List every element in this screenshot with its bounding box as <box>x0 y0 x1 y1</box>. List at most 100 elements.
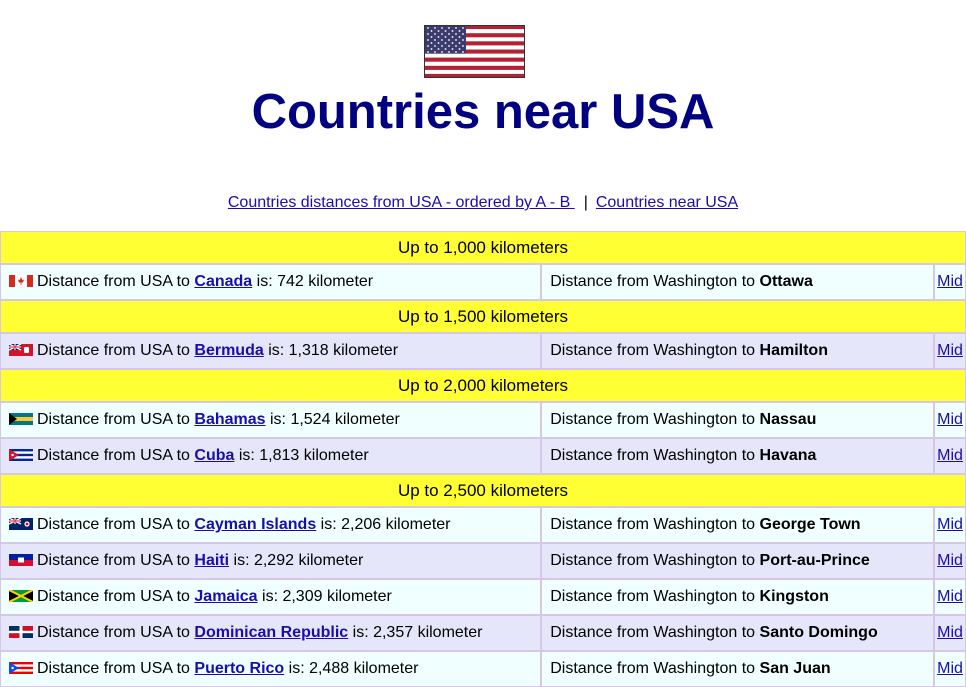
distance-prefix: Distance from USA to <box>37 447 195 464</box>
ordered-a-b-link[interactable]: Countries distances from USA - ordered b… <box>227 194 575 211</box>
page-title: Countries near USA <box>251 85 715 139</box>
mid-link[interactable]: Mid <box>937 660 963 677</box>
mid-link[interactable]: Mid <box>937 273 963 290</box>
mid-cell: Mid <box>934 264 966 300</box>
capital-name: George Town <box>759 516 861 533</box>
distance-cell: Distance from USA to Haiti is: 2,292 kil… <box>0 543 542 579</box>
table-row: Distance from USA to Bermuda is: 1,318 k… <box>0 333 966 369</box>
distance-cell: Distance from USA to Cayman Islands is: … <box>0 507 542 543</box>
distance-prefix: Distance from USA to <box>37 624 195 641</box>
mid-link[interactable]: Mid <box>937 552 963 569</box>
usa-flag-icon <box>424 25 525 78</box>
distance-cell: Distance from USA to Puerto Rico is: 2,4… <box>0 651 542 687</box>
cuba-flag-icon <box>9 449 33 461</box>
country-link[interactable]: Dominican Republic <box>194 624 349 641</box>
capital-cell: Distance from Washington to Kingston <box>541 579 935 615</box>
dominican-republic-flag-icon <box>9 626 33 638</box>
capital-cell: Distance from Washington to Port-au-Prin… <box>541 543 935 579</box>
capital-cell: Distance from Washington to Hamilton <box>541 333 935 369</box>
capital-name: Santo Domingo <box>759 624 878 641</box>
table-row: Distance from USA to Canada is: 742 kilo… <box>0 264 966 300</box>
group-header: Up to 1,500 kilometers <box>0 300 966 333</box>
group-header-row: Up to 2,500 kilometers <box>0 474 966 507</box>
distance-value: 2,292 kilometer <box>253 552 364 569</box>
capital-prefix: Distance from Washington to <box>550 273 760 290</box>
mid-link[interactable]: Mid <box>937 624 963 641</box>
capital-name: San Juan <box>759 660 831 677</box>
nav-links: Countries distances from USA - ordered b… <box>0 194 966 212</box>
is-label: is: <box>348 624 374 641</box>
distance-cell: Distance from USA to Canada is: 742 kilo… <box>0 264 542 300</box>
capital-prefix: Distance from Washington to <box>550 588 760 605</box>
table-row: Distance from USA to Dominican Republic … <box>0 615 966 651</box>
distance-value: 1,524 kilometer <box>290 411 400 428</box>
capital-cell: Distance from Washington to San Juan <box>541 651 935 687</box>
distance-cell: Distance from USA to Jamaica is: 2,309 k… <box>0 579 542 615</box>
mid-cell: Mid <box>934 543 966 579</box>
capital-prefix: Distance from Washington to <box>550 411 760 428</box>
distance-prefix: Distance from USA to <box>37 552 195 569</box>
mid-link[interactable]: Mid <box>937 447 963 464</box>
mid-link[interactable]: Mid <box>937 411 963 428</box>
mid-link[interactable]: Mid <box>937 588 963 605</box>
canada-flag-icon <box>9 275 33 287</box>
country-link[interactable]: Puerto Rico <box>194 660 285 677</box>
mid-link[interactable]: Mid <box>937 516 963 533</box>
capital-name: Hamilton <box>759 342 828 359</box>
capital-name: Port-au-Prince <box>759 552 870 569</box>
country-link[interactable]: Cayman Islands <box>194 516 317 533</box>
group-header-row: Up to 2,000 kilometers <box>0 369 966 402</box>
mid-link[interactable]: Mid <box>937 342 963 359</box>
capital-cell: Distance from Washington to Ottawa <box>541 264 935 300</box>
bermuda-flag-icon <box>9 344 33 356</box>
country-link[interactable]: Cuba <box>194 447 235 464</box>
is-label: is: <box>265 411 291 428</box>
table-row: Distance from USA to Jamaica is: 2,309 k… <box>0 579 966 615</box>
group-header: Up to 2,000 kilometers <box>0 369 966 402</box>
table-row: Distance from USA to Cuba is: 1,813 kilo… <box>0 438 966 474</box>
table-row: Distance from USA to Puerto Rico is: 2,4… <box>0 651 966 687</box>
distance-prefix: Distance from USA to <box>37 588 195 605</box>
group-header-row: Up to 1,500 kilometers <box>0 300 966 333</box>
distance-prefix: Distance from USA to <box>37 516 195 533</box>
capital-name: Nassau <box>759 411 817 428</box>
is-label: is: <box>263 342 289 359</box>
capital-cell: Distance from Washington to Nassau <box>541 402 935 438</box>
is-label: is: <box>284 660 310 677</box>
is-label: is: <box>257 588 283 605</box>
distance-cell: Distance from USA to Bahamas is: 1,524 k… <box>0 402 542 438</box>
distance-prefix: Distance from USA to <box>37 342 195 359</box>
capital-prefix: Distance from Washington to <box>550 660 760 677</box>
country-link[interactable]: Bermuda <box>194 342 264 359</box>
mid-cell: Mid <box>934 579 966 615</box>
countries-near-link[interactable]: Countries near USA <box>595 194 739 211</box>
distance-table: Up to 1,000 kilometers Distance from USA … <box>0 231 966 687</box>
cayman-islands-flag-icon <box>9 518 33 530</box>
haiti-flag-icon <box>9 554 33 566</box>
capital-prefix: Distance from Washington to <box>550 624 760 641</box>
is-label: is: <box>234 447 260 464</box>
distance-cell: Distance from USA to Cuba is: 1,813 kilo… <box>0 438 542 474</box>
is-label: is: <box>252 273 278 290</box>
capital-name: Havana <box>759 447 817 464</box>
country-link[interactable]: Canada <box>194 273 253 290</box>
bahamas-flag-icon <box>9 413 33 425</box>
table-row: Distance from USA to Cayman Islands is: … <box>0 507 966 543</box>
distance-value: 2,309 kilometer <box>282 588 392 605</box>
country-link[interactable]: Bahamas <box>194 411 266 428</box>
country-link[interactable]: Jamaica <box>194 588 258 605</box>
distance-cell: Distance from USA to Bermuda is: 1,318 k… <box>0 333 542 369</box>
nav-separator: | <box>583 194 588 211</box>
distance-cell: Distance from USA to Dominican Republic … <box>0 615 542 651</box>
jamaica-flag-icon <box>9 590 33 602</box>
distance-prefix: Distance from USA to <box>37 273 195 290</box>
capital-name: Ottawa <box>759 273 813 290</box>
capital-prefix: Distance from Washington to <box>550 516 760 533</box>
mid-cell: Mid <box>934 438 966 474</box>
table-row: Distance from USA to Haiti is: 2,292 kil… <box>0 543 966 579</box>
distance-value: 2,357 kilometer <box>373 624 483 641</box>
country-link[interactable]: Haiti <box>194 552 230 569</box>
capital-cell: Distance from Washington to Havana <box>541 438 935 474</box>
capital-prefix: Distance from Washington to <box>550 342 760 359</box>
capital-prefix: Distance from Washington to <box>550 552 760 569</box>
